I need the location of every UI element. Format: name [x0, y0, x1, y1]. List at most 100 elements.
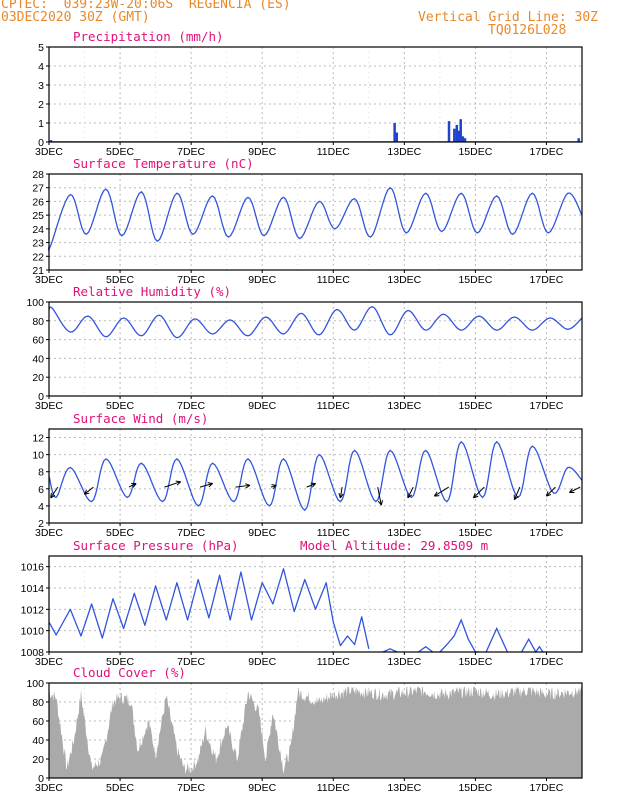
x-tick-label: 5DEC	[106, 656, 134, 668]
wind-vector-head	[175, 480, 182, 486]
y-tick-label: 80	[32, 316, 44, 328]
wind-vector-head	[131, 483, 137, 488]
x-tick-label: 3DEC	[35, 782, 63, 794]
x-tick-label: 11DEC	[317, 146, 350, 158]
y-tick-label: 1016	[21, 562, 45, 574]
wind-vector-head	[377, 500, 384, 506]
x-tick-label: 3DEC	[35, 527, 63, 539]
x-tick-label: 3DEC	[35, 146, 63, 158]
pressure-line-segment	[521, 637, 544, 654]
y-tick-label: 1014	[21, 583, 45, 595]
pressure-line-segment	[485, 626, 508, 653]
x-tick-label: 13DEC	[387, 527, 421, 539]
y-tick-label: 25	[32, 210, 44, 222]
y-tick-label: 1	[38, 118, 44, 130]
wind-vector	[50, 486, 59, 499]
series-line	[48, 440, 583, 512]
wind-vector	[473, 486, 485, 499]
precip-bar	[49, 140, 53, 142]
y-tick-label: 1008	[21, 647, 45, 659]
wind-vector-head	[271, 484, 277, 490]
pressure-line-segment	[382, 648, 398, 653]
panel-5: 0 20 40 60 80 100 3DEC 5DEC 7DEC 9DEC 11DEC 13DEC 15…	[26, 665, 583, 794]
x-tick-label: 9DEC	[248, 527, 276, 539]
x-tick-label: 11DEC	[317, 782, 350, 794]
x-tick-label: 15DEC	[458, 782, 492, 794]
wind-vector-head	[407, 492, 413, 499]
wind-vector-head	[433, 491, 440, 497]
panel-frame	[48, 428, 583, 524]
precip-bar	[459, 119, 462, 142]
panel-frame	[48, 682, 583, 779]
x-tick-label: 7DEC	[177, 400, 205, 412]
wind-vector-head	[310, 482, 316, 488]
header-date: 03DEC2020 30Z (GMT)	[1, 10, 150, 25]
x-tick-label: 13DEC	[387, 146, 421, 158]
x-tick-label: 17DEC	[530, 656, 564, 668]
panel-frame	[48, 555, 583, 653]
y-tick-label: 60	[32, 335, 44, 347]
wind-vector	[407, 486, 414, 499]
x-tick-label: 17DEC	[530, 527, 564, 539]
precip-bar	[457, 130, 460, 142]
header-grid-note: Vertical Grid Line: 30Z	[418, 10, 599, 25]
panel-0: 0 1 2 3 4 5 3DEC 5DEC 7DEC 9DEC 11DEC 13DEC 15DEC 17D…	[35, 29, 583, 158]
panel-2: 0 20 40 60 80 100 3DEC 5DEC 7DEC 9DEC 11DEC 13DEC 15…	[26, 284, 583, 412]
x-tick-label: 13DEC	[387, 400, 421, 412]
y-tick-label: 12	[32, 433, 44, 445]
x-tick-label: 3DEC	[35, 274, 63, 286]
wind-vector	[306, 483, 316, 488]
y-tick-label: 2	[38, 99, 44, 111]
y-tick-label: 4	[38, 61, 44, 73]
x-tick-label: 17DEC	[530, 274, 564, 286]
wind-vector	[164, 481, 181, 488]
panel-frame	[48, 301, 583, 397]
precip-bar	[577, 138, 580, 142]
wind-vector	[235, 484, 251, 488]
panel-title: Surface Wind (m/s)	[73, 411, 208, 426]
panel-title: Surface Temperature (nC)	[73, 156, 254, 171]
precip-bar	[463, 138, 467, 142]
x-tick-label: 13DEC	[387, 782, 421, 794]
x-tick-label: 15DEC	[458, 146, 492, 158]
cloud-area	[49, 686, 582, 778]
precip-bar	[461, 136, 465, 142]
wind-vector-head	[338, 492, 344, 499]
x-tick-label: 17DEC	[530, 782, 564, 794]
x-tick-label: 11DEC	[317, 527, 350, 539]
pressure-line-segment	[418, 645, 434, 653]
wind-vector	[128, 483, 137, 488]
series-line	[48, 305, 583, 339]
y-tick-label: 100	[26, 678, 44, 690]
y-tick-label: 6	[38, 484, 44, 496]
x-tick-label: 7DEC	[177, 656, 205, 668]
y-tick-label: 80	[32, 697, 44, 709]
series-line	[48, 186, 583, 252]
y-tick-label: 1012	[21, 604, 45, 616]
y-tick-label: 0	[38, 773, 44, 785]
x-tick-label: 11DEC	[317, 274, 350, 286]
panel-title: Precipitation (mm/h)	[73, 29, 224, 44]
x-tick-label: 9DEC	[248, 274, 276, 286]
panel-frame	[48, 46, 583, 143]
precip-bar	[453, 128, 456, 142]
y-tick-label: 26	[32, 196, 44, 208]
wind-vector-head	[207, 482, 213, 488]
x-tick-label: 7DEC	[177, 274, 205, 286]
wind-vector	[339, 487, 343, 498]
x-tick-label: 9DEC	[248, 400, 276, 412]
x-tick-label: 5DEC	[106, 527, 134, 539]
y-tick-label: 24	[32, 224, 44, 236]
wind-vector-head	[245, 483, 251, 489]
y-tick-label: 40	[32, 735, 44, 747]
panel-frame	[48, 173, 583, 271]
pressure-line	[48, 568, 370, 649]
wind-vector	[377, 487, 382, 506]
precip-bar	[393, 123, 396, 142]
x-tick-label: 13DEC	[387, 656, 421, 668]
x-tick-label: 3DEC	[35, 400, 63, 412]
x-tick-label: 15DEC	[458, 527, 492, 539]
wind-vector	[84, 486, 94, 495]
wind-vector-head	[83, 489, 90, 495]
